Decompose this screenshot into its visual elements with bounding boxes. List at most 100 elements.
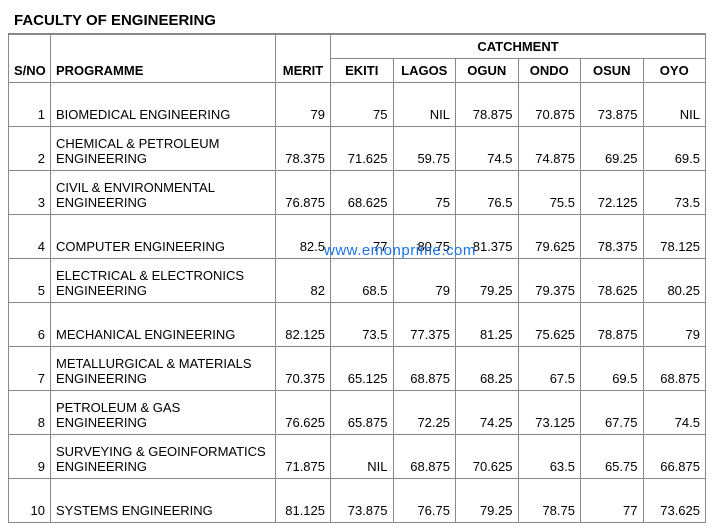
lagos-value: 68.875 [393, 347, 456, 391]
oyo-value: 74.5 [643, 391, 706, 435]
osun-value: 69.25 [581, 127, 644, 171]
ekiti-value: 71.625 [331, 127, 394, 171]
table-row: 3CIVIL & ENVIRONMENTAL ENGINEERING76.875… [9, 171, 706, 215]
ekiti-value: 65.875 [331, 391, 394, 435]
oyo-value: 80.25 [643, 259, 706, 303]
programme: CHEMICAL & PETROLEUM ENGINEERING [51, 127, 276, 171]
ekiti-value: NIL [331, 435, 394, 479]
ekiti-value: 73.875 [331, 479, 394, 523]
oyo-value: 69.5 [643, 127, 706, 171]
programme: BIOMEDICAL ENGINEERING [51, 83, 276, 127]
ekiti-value: 75 [331, 83, 394, 127]
lagos-value: 76.75 [393, 479, 456, 523]
faculty-title: FACULTY OF ENGINEERING [8, 8, 706, 34]
osun-value: 67.75 [581, 391, 644, 435]
programme: MECHANICAL ENGINEERING [51, 303, 276, 347]
ondo-value: 75.625 [518, 303, 581, 347]
lagos-value: 75 [393, 171, 456, 215]
oyo-value: 79 [643, 303, 706, 347]
header-ondo: ONDO [518, 59, 581, 83]
merit-value: 82 [276, 259, 331, 303]
osun-value: 72.125 [581, 171, 644, 215]
ondo-value: 75.5 [518, 171, 581, 215]
sno: 5 [9, 259, 51, 303]
sno: 6 [9, 303, 51, 347]
ekiti-value: 77 [331, 215, 394, 259]
table-row: 4COMPUTER ENGINEERING82.57780.7581.37579… [9, 215, 706, 259]
osun-value: 65.75 [581, 435, 644, 479]
table-row: 6MECHANICAL ENGINEERING82.12573.577.3758… [9, 303, 706, 347]
ekiti-value: 73.5 [331, 303, 394, 347]
oyo-value: 66.875 [643, 435, 706, 479]
programme: CIVIL & ENVIRONMENTAL ENGINEERING [51, 171, 276, 215]
programme: COMPUTER ENGINEERING [51, 215, 276, 259]
osun-value: 78.875 [581, 303, 644, 347]
ogun-value: 74.25 [456, 391, 519, 435]
header-osun: OSUN [581, 59, 644, 83]
header-catchment: CATCHMENT [331, 35, 706, 59]
oyo-value: 73.625 [643, 479, 706, 523]
oyo-value: 73.5 [643, 171, 706, 215]
sno: 2 [9, 127, 51, 171]
ogun-value: 79.25 [456, 259, 519, 303]
header-programme: PROGRAMME [51, 35, 276, 83]
oyo-value: 78.125 [643, 215, 706, 259]
header-ogun: OGUN [456, 59, 519, 83]
table-row: 1BIOMEDICAL ENGINEERING7975NIL78.87570.8… [9, 83, 706, 127]
ondo-value: 79.375 [518, 259, 581, 303]
lagos-value: 72.25 [393, 391, 456, 435]
table-row: 8PETROLEUM & GAS ENGINEERING76.62565.875… [9, 391, 706, 435]
programme: METALLURGICAL & MATERIALS ENGINEERING [51, 347, 276, 391]
ogun-value: 79.25 [456, 479, 519, 523]
merit-value: 71.875 [276, 435, 331, 479]
sno: 3 [9, 171, 51, 215]
ogun-value: 74.5 [456, 127, 519, 171]
sno: 8 [9, 391, 51, 435]
table-row: 2CHEMICAL & PETROLEUM ENGINEERING78.3757… [9, 127, 706, 171]
ondo-value: 67.5 [518, 347, 581, 391]
sno: 10 [9, 479, 51, 523]
sno: 7 [9, 347, 51, 391]
ogun-value: 76.5 [456, 171, 519, 215]
ekiti-value: 68.625 [331, 171, 394, 215]
osun-value: 73.875 [581, 83, 644, 127]
table-body: 1BIOMEDICAL ENGINEERING7975NIL78.87570.8… [9, 83, 706, 523]
table-header: S/NO PROGRAMME MERIT CATCHMENT EKITI LAG… [9, 35, 706, 83]
ogun-value: 70.625 [456, 435, 519, 479]
ondo-value: 78.75 [518, 479, 581, 523]
header-sno: S/NO [9, 35, 51, 83]
table-row: 5ELECTRICAL & ELECTRONICS ENGINEERING826… [9, 259, 706, 303]
merit-value: 70.375 [276, 347, 331, 391]
ondo-value: 79.625 [518, 215, 581, 259]
table-wrapper: FACULTY OF ENGINEERING www.emonprime.com… [8, 8, 706, 523]
ondo-value: 63.5 [518, 435, 581, 479]
lagos-value: 80.75 [393, 215, 456, 259]
lagos-value: 79 [393, 259, 456, 303]
oyo-value: NIL [643, 83, 706, 127]
cutoff-table: S/NO PROGRAMME MERIT CATCHMENT EKITI LAG… [8, 34, 706, 523]
programme: SYSTEMS ENGINEERING [51, 479, 276, 523]
programme: ELECTRICAL & ELECTRONICS ENGINEERING [51, 259, 276, 303]
ekiti-value: 65.125 [331, 347, 394, 391]
ekiti-value: 68.5 [331, 259, 394, 303]
merit-value: 79 [276, 83, 331, 127]
lagos-value: 77.375 [393, 303, 456, 347]
header-merit: MERIT [276, 35, 331, 83]
osun-value: 69.5 [581, 347, 644, 391]
merit-value: 76.625 [276, 391, 331, 435]
ogun-value: 68.25 [456, 347, 519, 391]
table-row: 9SURVEYING & GEOINFORMATICS ENGINEERING7… [9, 435, 706, 479]
merit-value: 78.375 [276, 127, 331, 171]
sno: 9 [9, 435, 51, 479]
sno: 1 [9, 83, 51, 127]
ondo-value: 70.875 [518, 83, 581, 127]
merit-value: 82.5 [276, 215, 331, 259]
lagos-value: 59.75 [393, 127, 456, 171]
sno: 4 [9, 215, 51, 259]
ondo-value: 73.125 [518, 391, 581, 435]
header-lagos: LAGOS [393, 59, 456, 83]
ondo-value: 74.875 [518, 127, 581, 171]
merit-value: 76.875 [276, 171, 331, 215]
lagos-value: NIL [393, 83, 456, 127]
header-ekiti: EKITI [331, 59, 394, 83]
